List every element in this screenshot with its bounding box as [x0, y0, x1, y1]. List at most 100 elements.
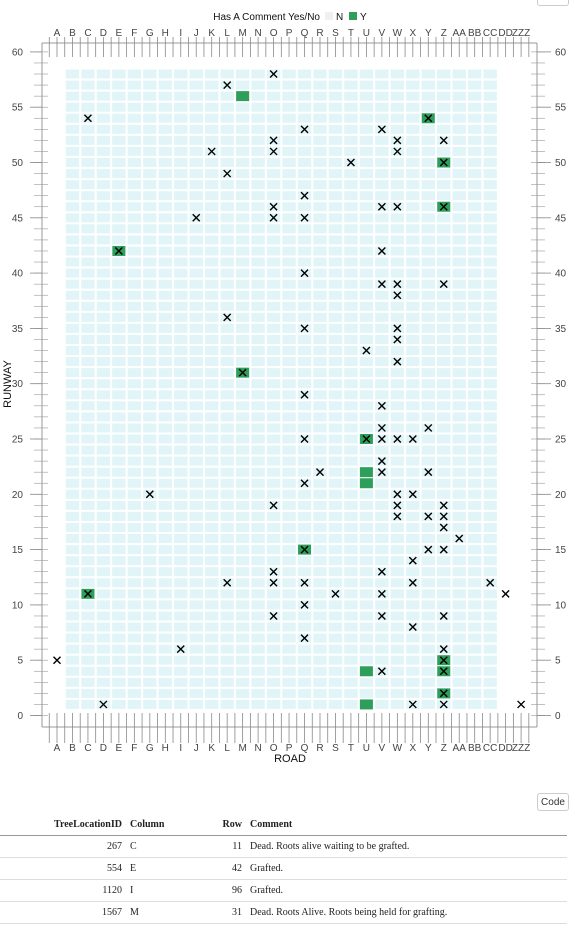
grid-cell — [359, 91, 374, 101]
grid-cell — [143, 644, 157, 654]
grid-cell — [220, 412, 234, 422]
grid-cell — [174, 390, 188, 400]
grid-cell — [235, 478, 250, 488]
grid-cell — [235, 180, 250, 190]
grid-cell — [112, 522, 126, 533]
grid-cell — [127, 589, 142, 599]
grid-cell — [437, 345, 451, 356]
grid-cell — [143, 334, 157, 344]
grid-cell — [467, 257, 482, 267]
grid-cell — [235, 467, 250, 477]
grid-cell — [313, 224, 327, 234]
grid-cell — [127, 545, 142, 555]
grid-cell — [467, 368, 482, 378]
grid-cell — [313, 622, 327, 632]
grid-cell — [467, 169, 482, 179]
grid-cell — [344, 412, 358, 422]
grid-cell — [235, 545, 250, 555]
grid-cell — [406, 80, 420, 90]
grid-cell — [375, 511, 389, 521]
grid-cell — [406, 113, 420, 123]
grid-cell — [483, 213, 497, 223]
tree-marker — [362, 435, 371, 443]
grid-cell — [112, 677, 126, 687]
grid-cell — [158, 611, 173, 621]
grid-cell — [158, 600, 173, 610]
grid-cell — [359, 169, 374, 179]
grid-cell — [375, 412, 389, 422]
grid-cell — [375, 69, 389, 79]
grid-cell — [65, 169, 80, 179]
grid-cell — [235, 102, 250, 112]
cell-comment: Grafted. — [246, 857, 567, 880]
grid-cell — [421, 312, 436, 322]
y-tick-label-left: 40 — [12, 269, 24, 280]
grid-cell — [452, 268, 466, 278]
grid-cell — [174, 146, 188, 156]
grid-cell — [174, 135, 188, 145]
x-tick-label-bottom: J — [194, 743, 199, 754]
top-code-button-edge[interactable] — [537, 0, 569, 6]
grid-cell — [235, 589, 250, 599]
grid-cell — [220, 334, 234, 344]
grid-cell — [220, 478, 234, 488]
grid-cell — [81, 522, 95, 533]
grid-cell — [189, 644, 203, 654]
grid-cell — [127, 534, 142, 544]
grid-cell — [81, 80, 95, 90]
grid-cell — [204, 423, 219, 433]
grid-cell — [220, 235, 234, 245]
grid-cell — [282, 666, 296, 676]
grid-cell — [204, 268, 219, 278]
grid-cell — [235, 412, 250, 422]
grid-cell — [406, 279, 420, 289]
grid-cell — [313, 423, 327, 433]
grid-cell — [406, 368, 420, 378]
grid-cell — [421, 699, 436, 709]
code-button[interactable]: Code — [537, 793, 569, 811]
grid-cell — [452, 688, 466, 698]
grid-cell — [143, 357, 157, 367]
grid-cell — [81, 102, 95, 112]
tree-marker — [346, 158, 355, 167]
grid-cell — [127, 345, 142, 356]
grid-cell — [81, 401, 95, 411]
grid-cell — [313, 666, 327, 676]
grid-cell — [235, 323, 250, 333]
grid-cell — [158, 246, 173, 256]
grid-cell — [81, 124, 95, 134]
grid-cell — [452, 644, 466, 654]
grid-cell — [189, 379, 203, 389]
grid-cell — [437, 578, 451, 588]
grid-cell — [251, 423, 265, 433]
grid-cell — [390, 124, 405, 134]
grid-cell — [467, 401, 482, 411]
grid-cell — [81, 456, 95, 466]
grid-cell — [204, 202, 219, 212]
grid-cell — [390, 600, 405, 610]
grid-cell — [359, 312, 374, 322]
grid-cell — [220, 445, 234, 455]
grid-cell — [313, 290, 327, 300]
cell-tree-location-id: 1120 — [0, 879, 126, 902]
grid-cell — [390, 423, 405, 433]
grid-cell — [359, 688, 374, 698]
grid-cell — [297, 157, 312, 168]
grid-cell — [251, 412, 265, 422]
grid-cell — [65, 91, 80, 101]
grid-cell — [158, 578, 173, 588]
grid-cell — [483, 80, 497, 90]
grid-cell — [158, 224, 173, 234]
grid-cell — [127, 334, 142, 344]
grid-cell — [204, 301, 219, 311]
grid-cell — [359, 589, 374, 599]
grid-cell — [406, 135, 420, 145]
grid-cell — [204, 224, 219, 234]
grid-cell — [143, 456, 157, 466]
grid-cell — [65, 644, 80, 654]
grid-cell — [65, 600, 80, 610]
grid-cell — [297, 69, 312, 79]
grid-cell — [174, 456, 188, 466]
grid-cell — [127, 655, 142, 665]
grid-cell — [143, 567, 157, 577]
